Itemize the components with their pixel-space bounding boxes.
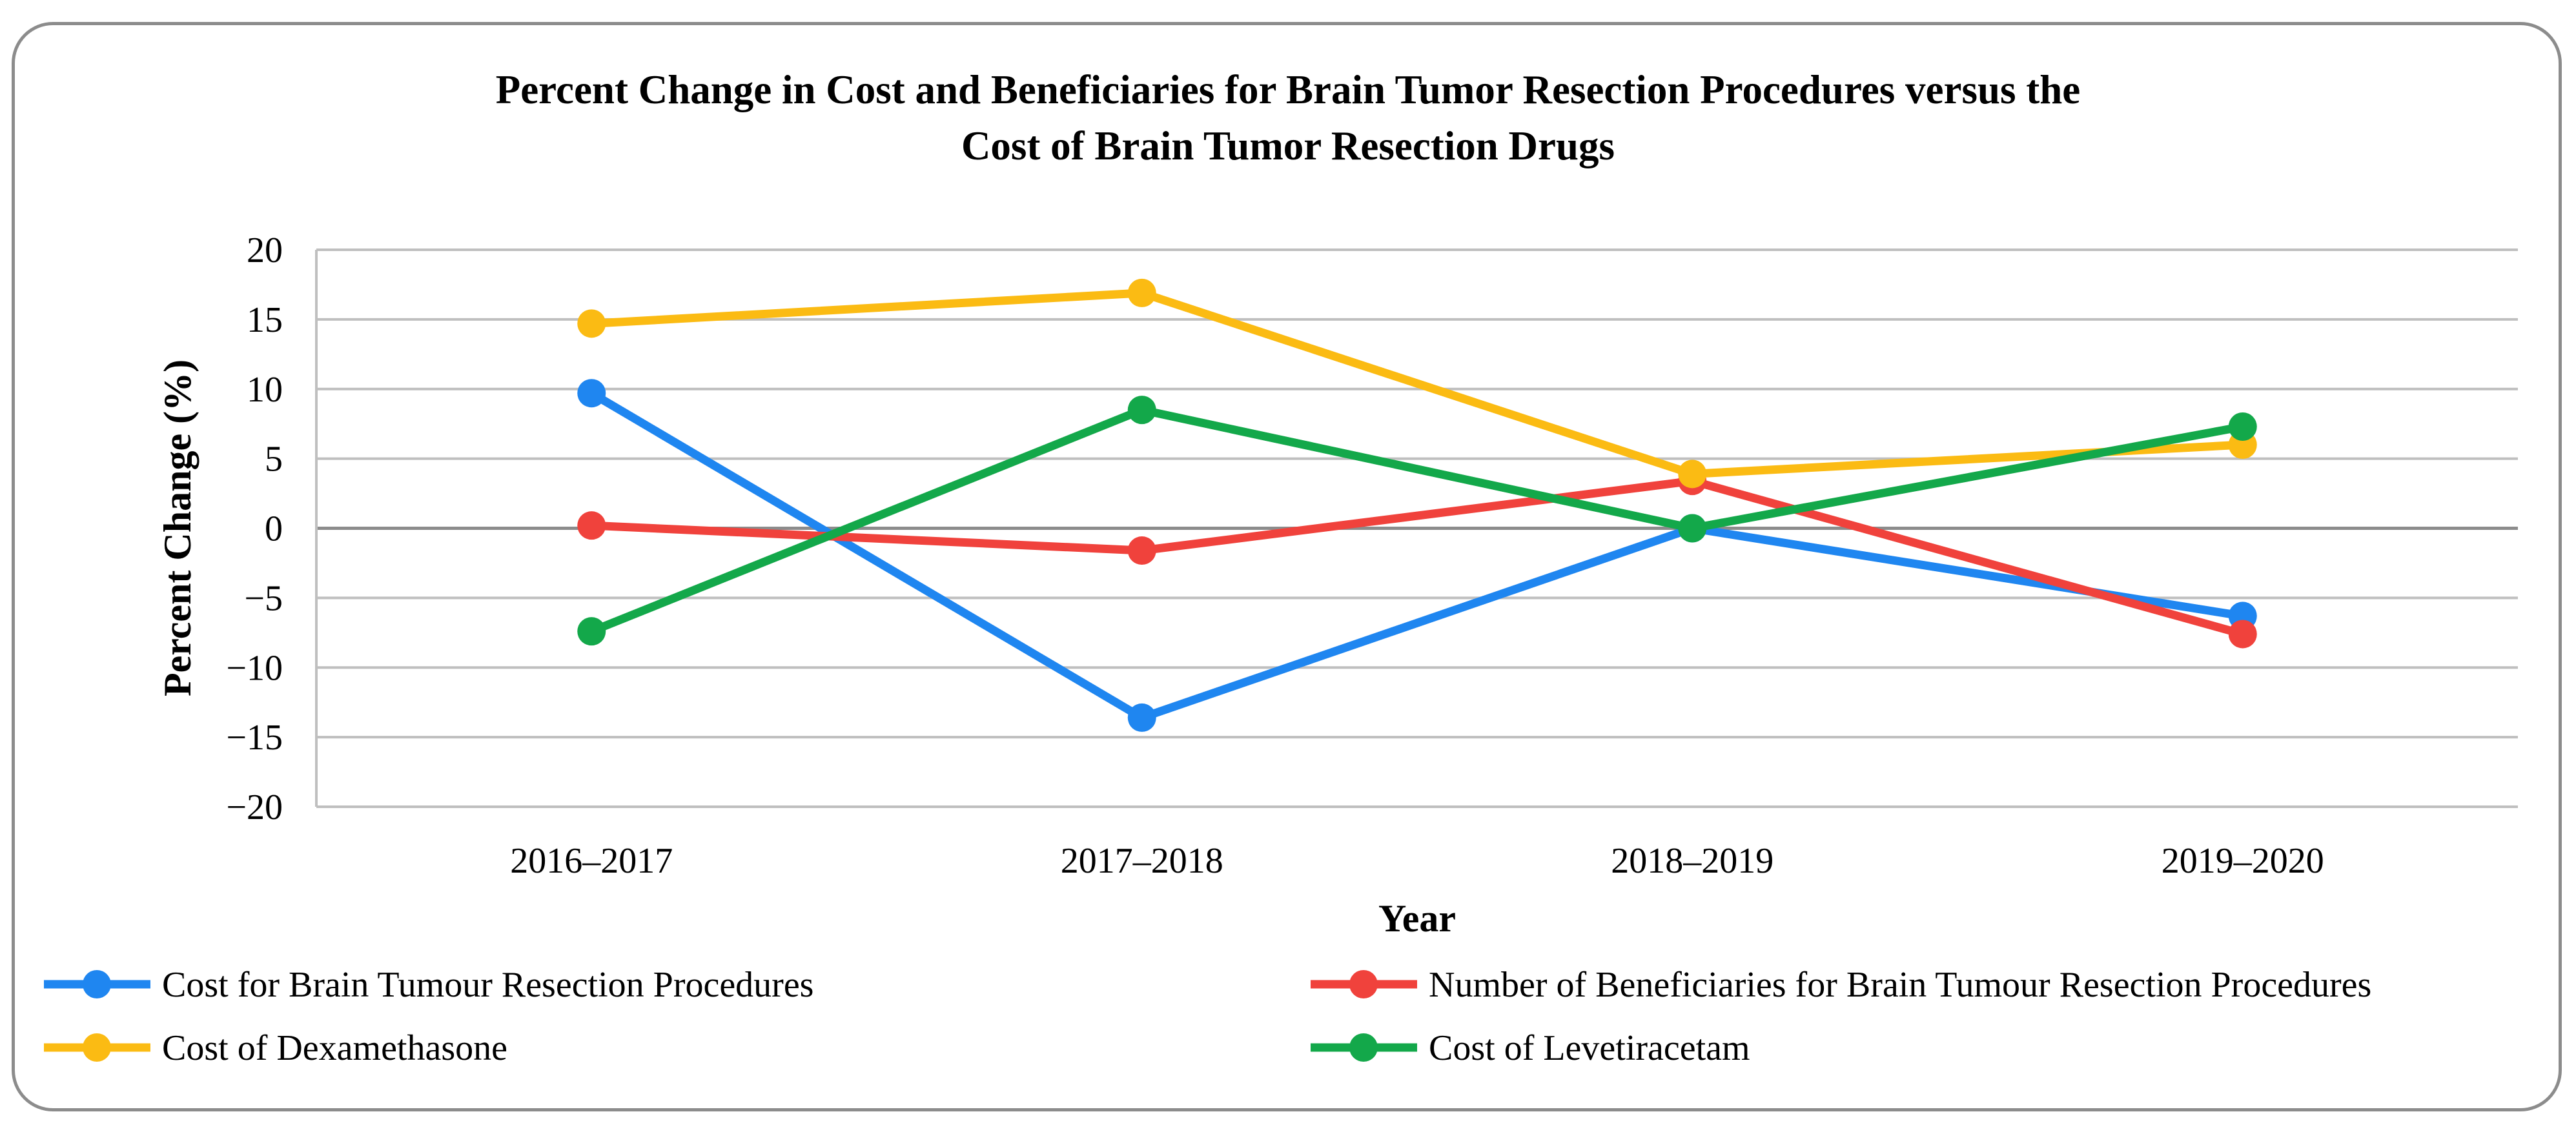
data-point [577,617,606,646]
data-point [577,309,606,338]
legend: Cost for Brain Tumour Resection Procedur… [44,965,2371,1068]
x-axis-title: Year [1378,897,1456,940]
data-point [577,379,606,408]
data-series [577,278,2257,732]
legend-marker [83,1033,111,1062]
legend-label: Number of Beneficiaries for Brain Tumour… [1429,965,2371,1005]
y-tick-label: −5 [244,578,283,618]
y-tick-label: −20 [226,787,283,827]
data-point [2228,412,2257,441]
x-tick-label: 2019–2020 [2162,841,2324,881]
legend-marker [83,970,111,998]
y-axis-title: Percent Change (%) [156,359,199,696]
legend-item-3: Cost of Dexamethasone [44,1028,507,1068]
series-line [587,389,2247,722]
legend-item-2: Number of Beneficiaries for Brain Tumour… [1311,965,2371,1005]
y-tick-label: 20 [247,230,283,270]
legend-label: Cost for Brain Tumour Resection Procedur… [162,965,813,1005]
y-tick-label: 15 [247,300,283,340]
series-3 [577,278,2257,489]
series-4 [577,396,2257,646]
chart-title-line-1: Percent Change in Cost and Beneficiaries… [496,67,2081,112]
legend-label: Cost of Dexamethasone [162,1028,507,1068]
series-line [587,289,2247,478]
series-line [587,476,2247,638]
x-tick-label: 2017–2018 [1061,841,1223,881]
data-point [577,511,606,540]
chart-title-line-2: Cost of Brain Tumor Resection Drugs [961,123,1615,168]
data-point [1127,536,1156,565]
y-tick-labels: 20 15 10 5 0 −5 −10 −15 −20 [226,230,283,827]
legend-label: Cost of Levetiracetam [1429,1028,1750,1068]
data-point [1678,460,1707,489]
series-1 [577,379,2257,732]
legend-marker [1349,1033,1378,1062]
data-point [1678,514,1707,543]
y-tick-label: −15 [226,718,283,758]
y-tick-label: 10 [247,370,283,410]
x-tick-label: 2018–2019 [1611,841,1774,881]
legend-item-4: Cost of Levetiracetam [1311,1028,1750,1068]
y-tick-label: 0 [265,509,283,549]
series-line [587,405,2247,636]
x-tick-label: 2016–2017 [510,841,673,881]
data-point [2228,620,2257,649]
x-tick-labels: 2016–2017 2017–2018 2018–2019 2019–2020 [510,841,2324,881]
data-point [1127,278,1156,307]
chart-frame [12,22,2562,1111]
legend-item-1: Cost for Brain Tumour Resection Procedur… [44,965,813,1005]
y-tick-label: 5 [265,440,283,480]
legend-marker [1349,970,1378,998]
data-point [1127,703,1156,732]
y-tick-label: −10 [226,648,283,688]
data-point [1127,396,1156,425]
